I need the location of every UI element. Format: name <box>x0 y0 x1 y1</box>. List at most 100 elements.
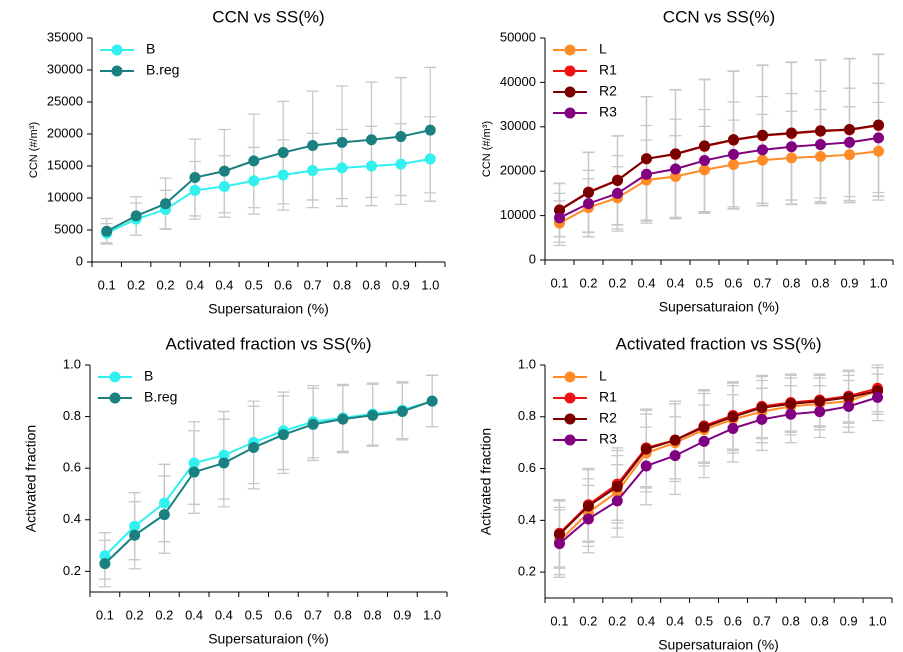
x-tick-label: 0.1 <box>550 613 568 628</box>
marker <box>395 131 407 143</box>
marker <box>698 421 710 433</box>
y-tick-label: 0.6 <box>518 460 536 475</box>
marker <box>129 520 141 532</box>
marker <box>756 413 768 425</box>
marker <box>844 123 855 135</box>
x-axis-label: Supersaturaion (%) <box>658 637 779 652</box>
legend-label: R1 <box>599 62 617 78</box>
marker <box>843 400 855 412</box>
legend-marker <box>111 65 123 77</box>
x-tick-label: 0.9 <box>393 607 411 622</box>
y-tick-label: 50000 <box>500 29 536 44</box>
marker <box>277 147 289 159</box>
legend-label: R3 <box>599 431 617 447</box>
legend-label: R1 <box>599 389 617 405</box>
y-axis-label: Activated fraction <box>478 428 494 535</box>
x-tick-label: 0.1 <box>96 607 114 622</box>
x-tick-label: 0.2 <box>608 275 626 290</box>
x-tick-label: 0.8 <box>364 607 382 622</box>
y-tick-label: 20000 <box>47 125 83 140</box>
legend-marker <box>564 371 576 383</box>
marker <box>786 141 797 153</box>
marker <box>728 134 739 146</box>
x-tick-label: 0.2 <box>127 277 145 292</box>
marker <box>699 155 710 167</box>
marker <box>189 172 201 184</box>
marker <box>728 159 739 171</box>
x-tick-label: 0.2 <box>157 277 175 292</box>
x-tick-label: 0.4 <box>215 607 233 622</box>
marker <box>583 198 594 210</box>
marker <box>815 139 826 151</box>
marker <box>396 405 408 417</box>
y-tick-label: 5000 <box>54 221 83 236</box>
y-tick-label: 10000 <box>47 189 83 204</box>
series-line <box>104 400 433 557</box>
marker <box>844 149 855 161</box>
legend-marker <box>109 371 121 383</box>
legend-label: B <box>146 41 155 57</box>
x-axis-label: Supersaturaion (%) <box>208 301 329 317</box>
x-tick-label: 0.2 <box>579 613 597 628</box>
marker <box>337 413 349 425</box>
x-tick-label: 0.1 <box>98 277 116 292</box>
marker <box>814 406 826 418</box>
legend-label: L <box>599 368 607 384</box>
marker <box>786 152 797 164</box>
legend-label: B.reg <box>146 62 179 78</box>
y-tick-label: 30000 <box>47 61 83 76</box>
marker <box>727 411 739 423</box>
legend-marker <box>564 65 576 77</box>
legend-marker <box>564 413 576 425</box>
marker <box>785 398 797 410</box>
x-tick-label: 0.9 <box>840 613 858 628</box>
marker <box>218 449 230 461</box>
x-tick-label: 0.5 <box>245 607 263 622</box>
marker <box>158 509 170 521</box>
x-tick-label: 0.4 <box>666 613 684 628</box>
marker <box>785 408 797 420</box>
x-tick-label: 0.8 <box>811 275 829 290</box>
legend-label: B.reg <box>144 389 177 405</box>
legend-label: R2 <box>599 410 617 426</box>
marker <box>277 429 289 441</box>
chart-title: CCN vs SS(%) <box>663 7 775 26</box>
x-tick-label: 0.4 <box>215 277 233 292</box>
y-tick-label: 0.8 <box>63 408 81 423</box>
y-tick-label: 30000 <box>500 118 536 133</box>
x-tick-label: 0.6 <box>724 613 742 628</box>
marker <box>101 225 113 237</box>
y-tick-label: 1.0 <box>63 356 81 371</box>
marker <box>336 162 348 174</box>
legend-label: R3 <box>599 104 617 120</box>
y-tick-label: 0.4 <box>63 511 81 526</box>
x-tick-label: 0.4 <box>666 275 684 290</box>
series-line <box>559 150 879 225</box>
marker <box>248 175 260 187</box>
legend-label: B <box>144 368 153 384</box>
legend-marker <box>564 86 576 98</box>
x-axis-label: Supersaturaion (%) <box>208 631 329 647</box>
y-tick-label: 15000 <box>47 157 83 172</box>
marker <box>365 134 377 146</box>
marker <box>554 204 565 216</box>
series-line <box>106 129 431 233</box>
marker <box>698 435 710 447</box>
x-tick-label: 0.2 <box>579 275 597 290</box>
y-tick-label: 0.4 <box>518 512 536 527</box>
marker <box>582 500 594 512</box>
marker <box>188 457 200 469</box>
legend-marker <box>109 392 121 404</box>
x-tick-label: 0.4 <box>185 607 203 622</box>
x-tick-label: 0.8 <box>333 277 351 292</box>
marker <box>365 160 377 172</box>
chart-title: CCN vs SS(%) <box>212 7 324 26</box>
legend-marker <box>564 434 576 446</box>
y-tick-label: 0.8 <box>518 408 536 423</box>
x-tick-label: 0.5 <box>695 613 713 628</box>
y-axis-label: CCN (#/m³) <box>481 121 493 177</box>
marker <box>424 124 436 136</box>
marker <box>307 140 319 152</box>
x-tick-label: 1.0 <box>869 613 887 628</box>
